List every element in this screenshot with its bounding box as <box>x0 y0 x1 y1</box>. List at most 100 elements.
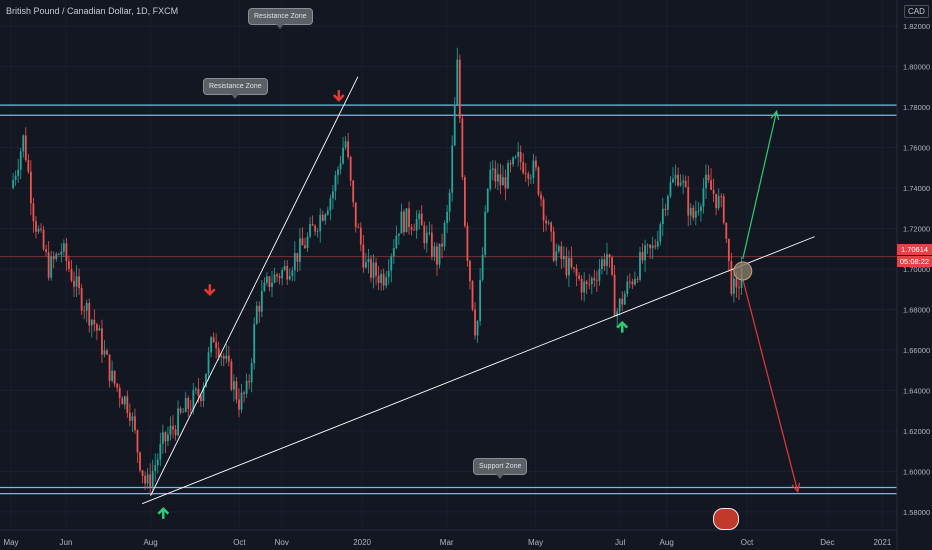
candle-body <box>217 348 220 358</box>
zones-layer <box>0 104 897 495</box>
candle-body <box>565 256 568 276</box>
candle-body <box>682 180 685 183</box>
candle-body <box>309 224 311 237</box>
price-tick-label: 1.60000 <box>903 467 930 476</box>
candle-body <box>339 163 342 170</box>
candle-body <box>326 210 329 215</box>
candle-body <box>606 254 608 266</box>
time-tick-label: Jul <box>615 538 625 547</box>
candle-body <box>469 260 471 281</box>
candle-body <box>616 311 619 317</box>
resistance-zone-label-top[interactable]: Resistance Zone <box>248 8 313 29</box>
candle-body <box>669 182 672 197</box>
candle-body <box>329 198 332 211</box>
candle-body <box>370 258 372 278</box>
candle-body <box>458 59 461 119</box>
candle-body <box>291 270 294 276</box>
currency-badge[interactable]: CAD <box>904 5 929 18</box>
candle-body <box>476 320 479 336</box>
breakout-highlight <box>733 261 753 281</box>
candle-body <box>202 387 205 401</box>
candle-body <box>278 276 281 279</box>
candle-body <box>73 280 75 287</box>
candle-body <box>154 465 157 471</box>
candle-body <box>253 323 256 364</box>
candle-body <box>24 135 27 161</box>
time-tick-label: May <box>3 538 18 547</box>
candle-body <box>192 390 195 410</box>
candle-body <box>479 279 482 321</box>
candle-body <box>243 392 245 394</box>
candle-body <box>184 397 187 412</box>
candle-body <box>636 278 639 280</box>
candle-body <box>131 416 134 421</box>
candle-body <box>116 383 119 388</box>
buy-arrow-icon <box>157 507 170 519</box>
candle-body <box>22 135 25 152</box>
candle-body <box>128 412 131 421</box>
candle-body <box>400 211 403 234</box>
candle-body <box>293 252 296 271</box>
candle-body <box>568 258 570 276</box>
candle-body <box>146 474 149 484</box>
candle-body <box>725 222 728 239</box>
sell-arrow-icon-head <box>332 94 345 102</box>
candle-body <box>471 280 474 310</box>
candle-body <box>101 328 103 355</box>
candle-body <box>403 211 405 233</box>
candle-body <box>332 191 334 199</box>
candle-body <box>258 305 261 312</box>
candle-body <box>380 273 383 283</box>
candle-body <box>50 256 53 278</box>
candle-body <box>255 305 258 324</box>
price-tick-label: 1.66000 <box>903 346 930 355</box>
candle-body <box>245 381 248 394</box>
candle-body <box>210 337 212 353</box>
candle-body <box>654 245 657 247</box>
candle-body <box>60 251 63 255</box>
candle-body <box>151 470 154 487</box>
candle-body <box>423 225 426 244</box>
candle-body <box>29 171 32 204</box>
candle-body <box>75 276 78 287</box>
price-axis[interactable]: 1.58000 1.60000 1.62000 1.64000 1.66000 1.680… <box>896 0 930 550</box>
candle-body <box>672 178 674 183</box>
candle-body <box>634 278 636 285</box>
candle-body <box>103 350 106 355</box>
candle-body <box>395 235 398 249</box>
symbol-title[interactable]: British Pound / Canadian Dollar, 1D, FXC… <box>6 6 179 16</box>
candle-body <box>215 342 218 349</box>
candle-body <box>276 274 278 277</box>
candle-body <box>613 274 616 317</box>
candle-body <box>535 160 537 168</box>
buy-arrow-icon-head <box>616 320 629 329</box>
resistance-zone-label[interactable]: Resistance Zone <box>203 78 268 99</box>
candle-body <box>164 432 167 442</box>
candle-body <box>177 408 179 436</box>
candle-body <box>167 434 169 442</box>
time-tick-label: Oct <box>233 538 246 547</box>
candle-body <box>601 259 603 270</box>
candle-body <box>240 392 243 410</box>
candle-body <box>377 275 380 283</box>
candle-body <box>456 59 459 105</box>
time-axis[interactable]: May Jun Aug Oct Nov 2020 Mar May Jul Aug Oct Dec 202… <box>0 529 897 547</box>
candle-body <box>446 211 449 224</box>
candle-body <box>557 246 560 252</box>
candle-body <box>560 246 563 260</box>
candle-body <box>189 408 192 410</box>
candle-body <box>321 214 324 221</box>
candle-body <box>260 291 263 312</box>
candle-body <box>684 180 687 187</box>
candle-body <box>641 252 644 261</box>
candle-body <box>344 141 347 148</box>
candle-body <box>248 381 251 383</box>
support-zone-label[interactable]: Support Zone <box>473 458 528 479</box>
candle-body <box>266 276 268 283</box>
candle-body <box>453 104 456 146</box>
candle-body <box>42 229 45 250</box>
candle-body <box>205 373 207 388</box>
candle-body <box>187 397 190 409</box>
candle-body <box>80 288 83 311</box>
